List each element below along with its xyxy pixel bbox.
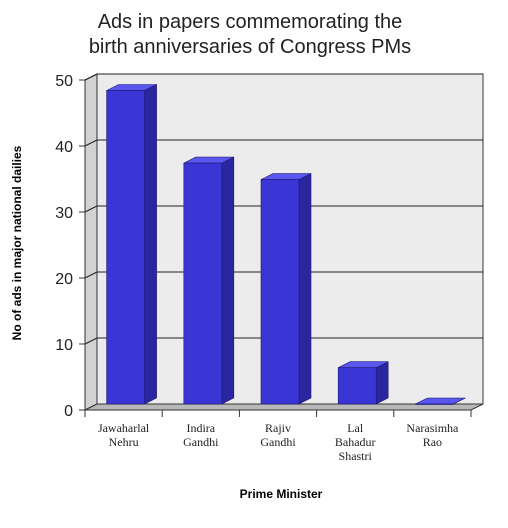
bar-front xyxy=(260,179,300,405)
side-wall xyxy=(84,73,98,411)
x-tick-label-line: Bahadur xyxy=(335,435,376,449)
y-tick-label: 30 xyxy=(55,205,73,222)
x-tick-label-line: Gandhi xyxy=(183,435,219,449)
bar-front xyxy=(415,403,454,405)
y-tick-label: 40 xyxy=(55,139,73,156)
y-tick-label: 50 xyxy=(55,73,73,90)
gridline-side xyxy=(84,205,98,213)
y-axis-ticks: 0 10 20 30 40 50 xyxy=(55,73,85,420)
gridline-side xyxy=(84,337,98,345)
x-tick-label-line: Rao xyxy=(423,435,442,449)
x-tick-label-line: Rajiv xyxy=(265,421,291,435)
bar-side xyxy=(221,156,235,405)
x-tick-label: Narasimha Rao xyxy=(406,421,459,449)
bar xyxy=(260,173,312,405)
floor xyxy=(84,403,484,411)
bar-side xyxy=(298,173,312,405)
bar-side xyxy=(375,361,389,405)
x-tick-label: Indira Gandhi xyxy=(183,421,219,449)
x-tick-label: Jawaharlal Nehru xyxy=(98,421,150,449)
gridline-side xyxy=(84,139,98,147)
bar-front xyxy=(183,162,223,405)
y-tick-label: 0 xyxy=(64,403,73,420)
x-axis-label: Prime Minister xyxy=(240,487,323,501)
x-tick-label-line: Shastri xyxy=(339,449,373,463)
chart-title-line-2: birth anniversaries of Congress PMs xyxy=(89,36,411,58)
y-axis-label: No of ads in major national dailies xyxy=(10,145,24,340)
bar-front xyxy=(106,90,145,405)
bar xyxy=(106,84,157,405)
x-tick-label: Rajiv Gandhi xyxy=(260,421,296,449)
x-tick-label-line: Nehru xyxy=(109,435,139,449)
x-tick-label-line: Lal xyxy=(347,421,364,435)
gridline-side xyxy=(84,73,98,81)
x-tick-label-line: Narasimha xyxy=(406,421,459,435)
x-tick-label-line: Jawaharlal xyxy=(98,421,150,435)
chart-title-line-1: Ads in papers commemorating the xyxy=(98,11,403,33)
bar-side xyxy=(144,84,157,405)
bar-front xyxy=(337,367,377,405)
gridline-side xyxy=(84,271,98,279)
x-tick-label: Lal Bahadur Shastri xyxy=(335,421,376,463)
bar xyxy=(337,361,389,405)
x-tick-label-line: Gandhi xyxy=(260,435,296,449)
bar-side xyxy=(453,397,466,405)
bar xyxy=(183,156,235,405)
bars xyxy=(106,84,466,405)
bar xyxy=(415,397,466,405)
x-tick-label-line: Indira xyxy=(186,421,215,435)
y-tick-label: 10 xyxy=(55,337,73,354)
y-tick-label: 20 xyxy=(55,271,73,288)
